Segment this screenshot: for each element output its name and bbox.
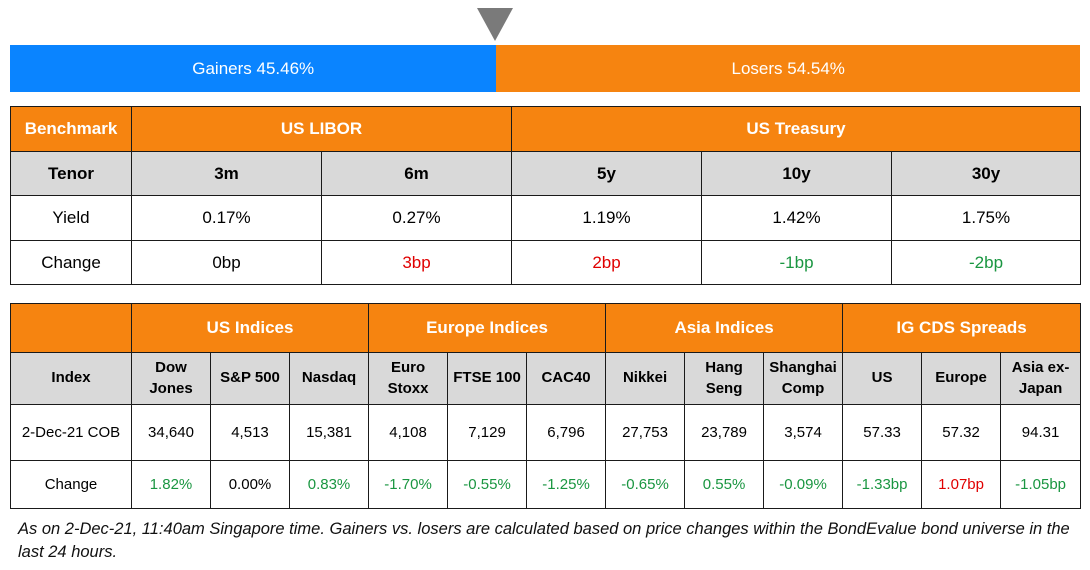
indices-header-row: US Indices Europe Indices Asia Indices I… xyxy=(10,303,1082,353)
index-label: Index xyxy=(10,352,132,405)
index-name-cell: S&P 500 xyxy=(210,352,290,405)
europe-indices-header: Europe Indices xyxy=(368,303,607,353)
asia-indices-header: Asia Indices xyxy=(605,303,844,353)
index-value-cell: 57.32 xyxy=(921,404,1002,461)
yield-cell: 0.27% xyxy=(320,195,513,241)
index-change-cell: -1.33bp xyxy=(842,460,923,509)
index-name-cell: Nasdaq xyxy=(288,352,370,405)
index-name-line2: Stoxx xyxy=(387,379,429,397)
change-cell: -1bp xyxy=(701,240,893,285)
index-name-line2: Japan xyxy=(1018,379,1063,397)
index-name-line1: Europe xyxy=(935,369,987,387)
change-cell: 2bp xyxy=(511,240,703,285)
index-name-line1: US xyxy=(871,369,893,387)
change-cell: 0bp xyxy=(131,240,322,285)
yield-cell: 1.75% xyxy=(891,195,1082,241)
index-change-cell: -1.25% xyxy=(526,460,607,509)
index-name-line2: Comp xyxy=(781,379,825,397)
indices-corner-cell xyxy=(10,303,132,353)
index-value-cell: 7,129 xyxy=(447,404,528,461)
losers-label: Losers 54.54% xyxy=(731,58,845,78)
benchmark-header-row: Benchmark US LIBOR US Treasury xyxy=(10,106,1082,152)
yield-cell: 1.42% xyxy=(701,195,893,241)
index-name-cell: CAC40 xyxy=(526,352,607,405)
yield-label: Yield xyxy=(10,195,132,241)
tenor-row: Tenor 3m 6m 5y 10y 30y xyxy=(10,151,1082,196)
index-change-cell: -0.65% xyxy=(605,460,686,509)
gainers-losers-bar: Gainers 45.46% Losers 54.54% xyxy=(10,45,1080,92)
benchmark-header: Benchmark xyxy=(10,106,132,152)
index-change-cell: -1.05bp xyxy=(1000,460,1082,509)
index-change-cell: 0.83% xyxy=(288,460,370,509)
ig-cds-spreads-header: IG CDS Spreads xyxy=(842,303,1082,353)
tenor-cell: 30y xyxy=(891,151,1082,196)
tenor-cell: 10y xyxy=(701,151,893,196)
index-name-line2: Jones xyxy=(149,379,193,397)
index-change-cell: -0.55% xyxy=(447,460,528,509)
index-value-cell: 94.31 xyxy=(1000,404,1082,461)
index-name-cell: Europe xyxy=(921,352,1002,405)
index-name-cell: Euro Stoxx xyxy=(368,352,449,405)
index-names-row: Index Dow Jones S&P 500 Nasdaq Euro Stoxx FTSE… xyxy=(10,352,1082,405)
index-value-cell: 15,381 xyxy=(288,404,370,461)
gainers-label: Gainers 45.46% xyxy=(192,58,315,78)
index-name-cell: Shanghai Comp xyxy=(763,352,844,405)
index-name-cell: FTSE 100 xyxy=(447,352,528,405)
index-value-cell: 4,108 xyxy=(368,404,449,461)
index-change-cell: -1.70% xyxy=(368,460,449,509)
index-value-cell: 4,513 xyxy=(210,404,290,461)
gainers-segment: Gainers 45.46% xyxy=(10,45,497,92)
footnote: As on 2-Dec-21, 11:40am Singapore time. … xyxy=(18,520,1070,561)
index-change-cell: 1.82% xyxy=(131,460,211,509)
index-name-cell: Asia ex- Japan xyxy=(1000,352,1082,405)
benchmark-change-row: Change 0bp 3bp 2bp -1bp -2bp xyxy=(10,240,1082,285)
yield-row: Yield 0.17% 0.27% 1.19% 1.42% 1.75% xyxy=(10,195,1082,241)
indices-change-row: Change 1.82% 0.00% 0.83% -1.70% -0.55% -1.25%… xyxy=(10,460,1082,509)
index-name-line1: S&P 500 xyxy=(220,369,280,387)
index-change-cell: -0.09% xyxy=(763,460,844,509)
index-name-line1: Nikkei xyxy=(622,369,668,387)
change-label: Change xyxy=(10,240,132,285)
breadth-marker-icon xyxy=(477,8,513,41)
tenor-label: Tenor xyxy=(10,151,132,196)
us-treasury-header: US Treasury xyxy=(511,106,1082,152)
us-indices-header: US Indices xyxy=(130,303,370,353)
losers-segment: Losers 54.54% xyxy=(496,45,1080,92)
us-libor-header: US LIBOR xyxy=(130,106,513,152)
tenor-cell: 3m xyxy=(131,151,322,196)
cob-values-row: 2-Dec-21 COB 34,640 4,513 15,381 4,108 7,129… xyxy=(10,404,1082,461)
index-name-line1: Asia ex- xyxy=(1011,359,1070,377)
index-name-line2: Seng xyxy=(705,379,743,397)
index-name-line1: Euro xyxy=(390,359,426,377)
cob-label: 2-Dec-21 COB xyxy=(10,404,132,461)
index-name-cell: Nikkei xyxy=(605,352,686,405)
index-name-cell: Hang Seng xyxy=(684,352,765,405)
change-cell: -2bp xyxy=(891,240,1082,285)
index-value-cell: 34,640 xyxy=(131,404,211,461)
index-name-cell: Dow Jones xyxy=(131,352,211,405)
index-name-line1: CAC40 xyxy=(541,369,591,387)
index-change-cell: 1.07bp xyxy=(921,460,1002,509)
change-cell: 3bp xyxy=(320,240,513,285)
index-change-cell: 0.00% xyxy=(210,460,290,509)
benchmark-table: Benchmark US LIBOR US Treasury Tenor 3m … xyxy=(10,106,1082,285)
index-name-line1: Hang xyxy=(705,359,743,377)
yield-cell: 1.19% xyxy=(511,195,703,241)
index-value-cell: 3,574 xyxy=(763,404,844,461)
yield-cell: 0.17% xyxy=(131,195,322,241)
index-value-cell: 6,796 xyxy=(526,404,607,461)
index-name-line1: FTSE 100 xyxy=(453,369,521,387)
index-name-line1: Shanghai xyxy=(769,359,837,377)
index-value-cell: 23,789 xyxy=(684,404,765,461)
tenor-cell: 5y xyxy=(511,151,703,196)
index-name-cell: US xyxy=(842,352,923,405)
index-name-line1: Nasdaq xyxy=(301,369,357,387)
tenor-cell: 6m xyxy=(320,151,513,196)
indices-table: US Indices Europe Indices Asia Indices I… xyxy=(10,303,1082,509)
index-change-cell: 0.55% xyxy=(684,460,765,509)
index-value-cell: 27,753 xyxy=(605,404,686,461)
index-name-line1: Dow xyxy=(155,359,187,377)
index-value-cell: 57.33 xyxy=(842,404,923,461)
change-label: Change xyxy=(10,460,132,509)
